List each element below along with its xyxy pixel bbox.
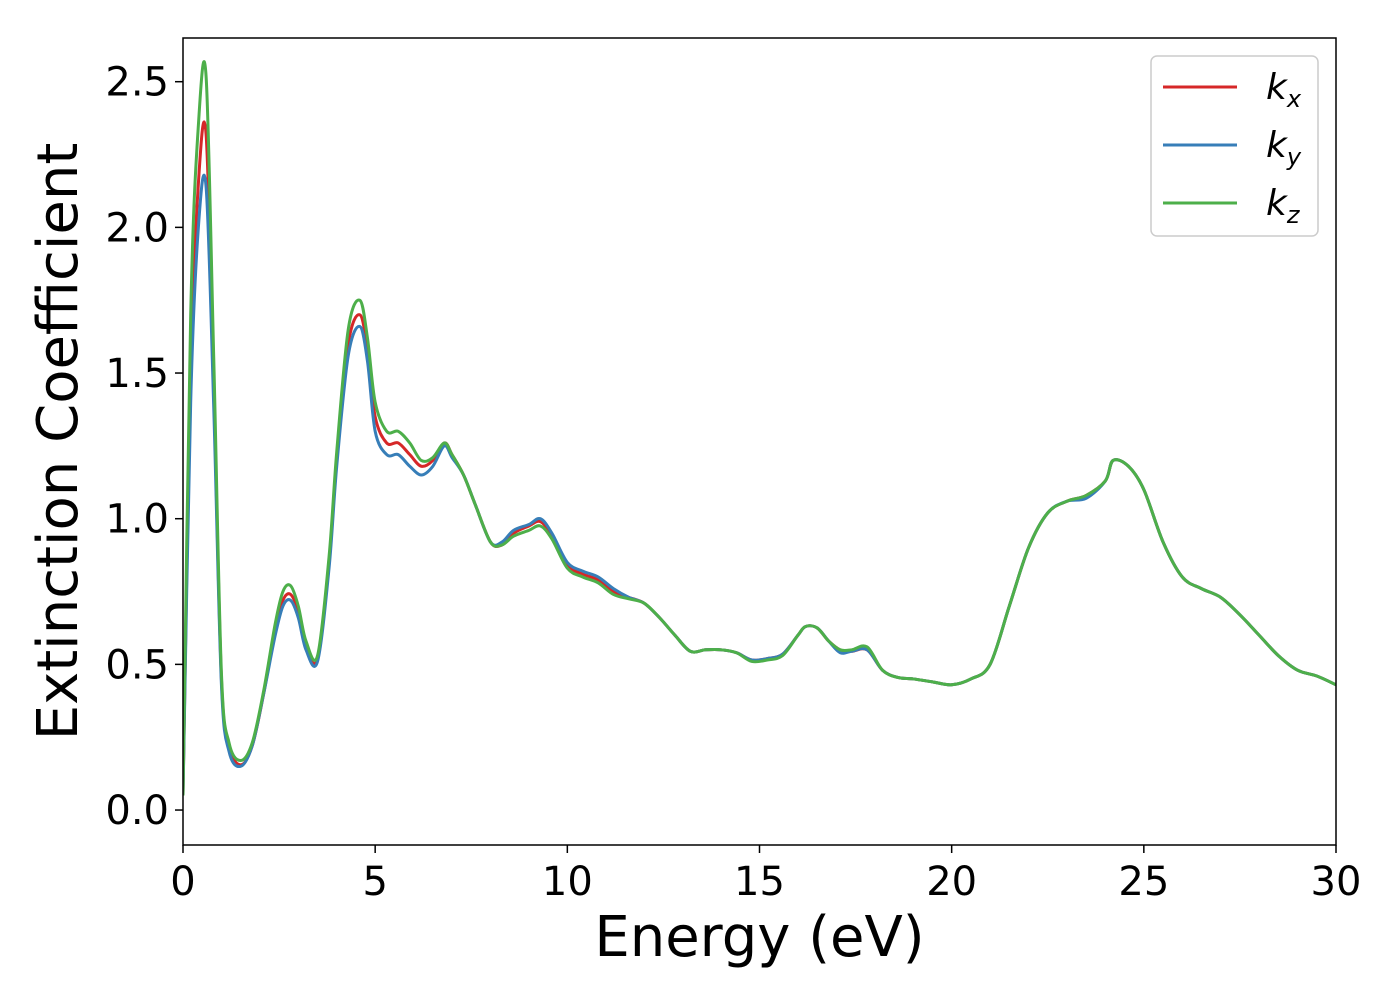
y-axis-title: Extinction Coefficient [26,143,91,741]
x-axis-title: Energy (eV) [594,905,924,970]
x-tick-label: 30 [1311,859,1362,905]
legend-label-x: kx [1266,67,1302,113]
series-line-y [183,173,1336,796]
x-tick-label: 25 [1118,859,1169,905]
x-tick-label: 5 [362,859,387,905]
series-line-z [183,60,1336,796]
y-tick-label: 1.5 [105,351,169,397]
x-tick-label: 20 [926,859,977,905]
legend-label-z: kz [1266,183,1301,229]
x-axis: 0 5 10 15 20 25 30 [170,845,1361,905]
legend: kx ky kz [1150,55,1319,237]
y-tick-label: 2.0 [105,205,169,251]
y-axis: 0.0 0.5 1.0 1.5 2.0 2.5 [105,60,183,834]
series-layer [183,60,1336,796]
x-tick-label: 0 [170,859,195,905]
y-tick-label: 0.0 [105,788,169,834]
y-tick-label: 0.5 [105,642,169,688]
x-tick-label: 15 [734,859,785,905]
y-tick-label: 1.0 [105,497,169,543]
y-tick-label: 2.5 [105,60,169,106]
legend-label-y: ky [1266,125,1302,171]
x-tick-label: 10 [542,859,593,905]
